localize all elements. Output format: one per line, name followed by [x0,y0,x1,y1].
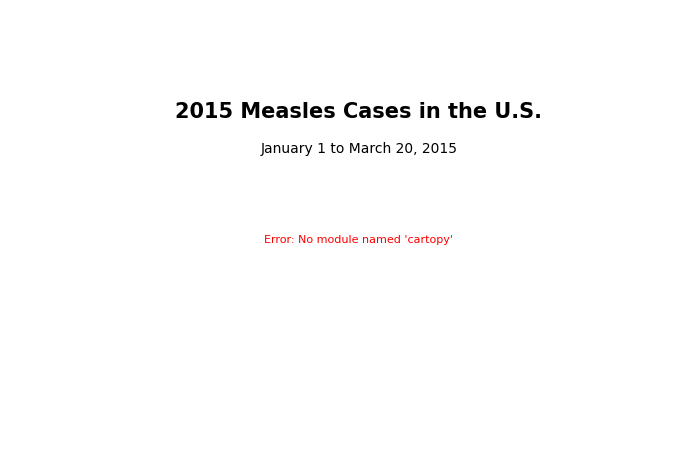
Text: January 1 to March 20, 2015: January 1 to March 20, 2015 [260,142,457,156]
Text: Error: No module named 'cartopy': Error: No module named 'cartopy' [265,235,454,246]
Text: 2015 Measles Cases in the U.S.: 2015 Measles Cases in the U.S. [175,102,542,122]
